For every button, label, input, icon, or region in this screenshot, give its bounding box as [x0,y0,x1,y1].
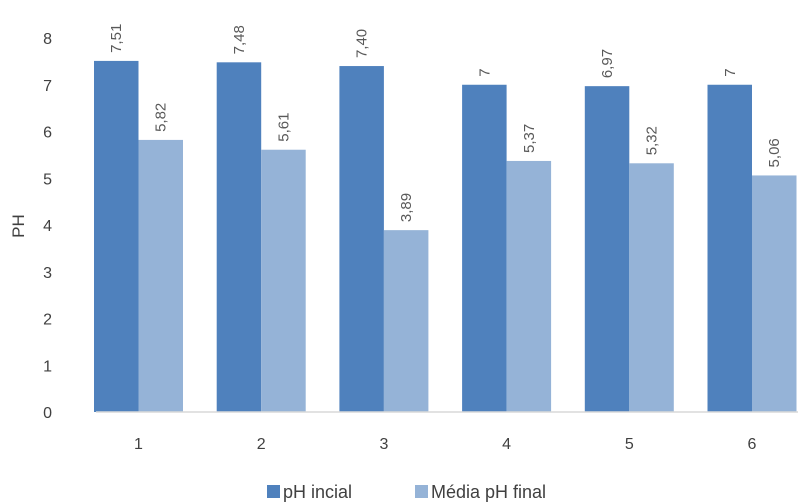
data-label: 7 [722,68,739,76]
y-tick-label: 4 [43,218,52,235]
bar-media-ph-final-1 [138,139,183,413]
x-tick-label: 2 [257,436,266,453]
legend-label: pH incial [283,482,352,502]
x-tick-label: 3 [379,436,388,453]
data-label: 5,32 [644,126,661,155]
bar-media-ph-final-2 [261,149,306,413]
data-label: 7,48 [231,25,248,54]
x-tick-label: 6 [748,436,757,453]
y-axis-title: PH [9,214,28,238]
bar-media-ph-final-4 [506,160,552,412]
bar-ph-inicial-3 [339,66,384,413]
bar-media-ph-final-5 [629,163,674,412]
data-label: 5,06 [766,138,783,167]
data-label: 6,97 [599,49,616,78]
data-labels: 7,51 7,48 7,40 7 6,97 7 5,82 5,61 3,89 5,37 5,32 5,… [108,24,783,222]
y-tick-label: 1 [43,358,52,375]
legend-label: Média pH final [431,482,546,502]
data-label: 3,89 [398,193,415,222]
bar-ph-inicial-1 [94,60,139,412]
bar-media-ph-final-6 [752,175,797,412]
data-label: 7 [476,68,493,76]
data-label: 5,61 [275,113,292,142]
bars [94,60,797,413]
x-tick-label: 5 [625,436,634,453]
bar-ph-inicial-6 [707,84,752,412]
y-tick-label: 3 [43,265,52,282]
bar-ph-inicial-2 [216,62,262,413]
y-axis-ticks: 0 1 2 3 4 5 6 7 8 [43,31,52,422]
data-label: 5,37 [521,124,538,153]
y-tick-label: 7 [43,78,52,95]
data-label: 7,51 [108,24,125,53]
y-tick-label: 0 [43,405,52,422]
y-tick-label: 8 [43,31,52,48]
bar-ph-inicial-5 [584,86,630,412]
bar-media-ph-final-3 [383,230,429,412]
legend-swatch [267,485,280,498]
y-tick-label: 6 [43,125,52,142]
legend: pH incial Média pH final [267,482,546,502]
x-tick-label: 1 [134,436,143,453]
x-axis-ticks: 1 2 3 4 5 6 [134,436,757,453]
data-label: 7,40 [354,29,371,58]
x-tick-label: 4 [502,436,511,453]
y-tick-label: 5 [43,171,52,188]
y-tick-label: 2 [43,312,52,329]
legend-swatch [415,485,428,498]
bar-ph-inicial-4 [462,84,507,412]
data-label: 5,82 [153,103,170,132]
